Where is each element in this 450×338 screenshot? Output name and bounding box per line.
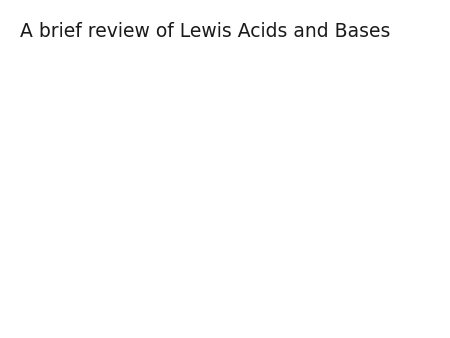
Text: A brief review of Lewis Acids and Bases: A brief review of Lewis Acids and Bases — [20, 22, 390, 41]
